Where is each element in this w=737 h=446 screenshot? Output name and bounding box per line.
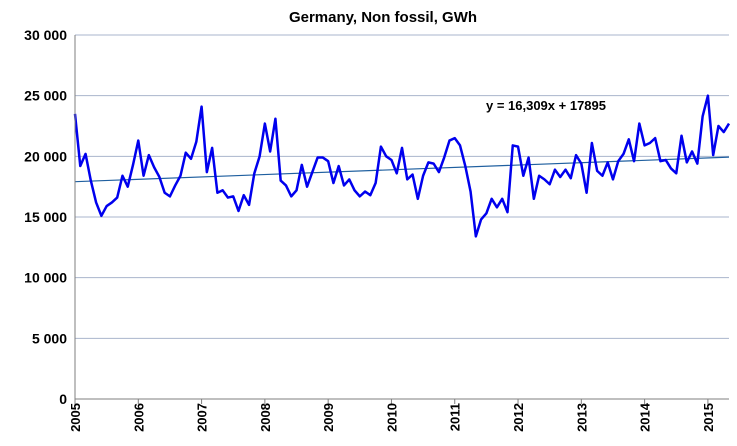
trend-line	[74, 156, 730, 183]
x-tick-label: 2013	[574, 403, 589, 432]
y-axis-ticks: 0 5 000 10 000 15 000 20 000 25 000 30 000	[24, 27, 67, 407]
x-tick-label: 2012	[511, 403, 526, 432]
x-tick-label: 2015	[701, 403, 716, 432]
x-tick-label: 2010	[384, 403, 399, 432]
x-tick-label: 2009	[321, 403, 336, 432]
x-axis-ticks: 2005 2006 2007 2008 2009 2010 2011 2012 2013 2014…	[68, 399, 716, 432]
x-tick-label: 2007	[195, 403, 210, 432]
x-tick-label: 2014	[638, 402, 653, 432]
y-tick-label: 10 000	[24, 270, 67, 286]
y-tick-label: 30 000	[24, 27, 67, 43]
series-line	[73, 94, 731, 238]
chart-title: Germany, Non fossil, GWh	[289, 9, 477, 26]
y-tick-label: 5 000	[32, 330, 67, 346]
y-tick-label: 25 000	[24, 88, 67, 104]
x-tick-label: 2006	[131, 403, 146, 432]
trendline-equation: y = 16,309x + 17895	[486, 98, 606, 113]
y-tick-label: 0	[59, 391, 67, 407]
x-tick-label: 2008	[258, 403, 273, 432]
y-tick-label: 15 000	[24, 209, 67, 225]
x-tick-label: 2011	[448, 403, 463, 431]
x-tick-label: 2005	[68, 403, 83, 432]
gridlines	[75, 34, 729, 339]
y-tick-label: 20 000	[24, 148, 67, 164]
